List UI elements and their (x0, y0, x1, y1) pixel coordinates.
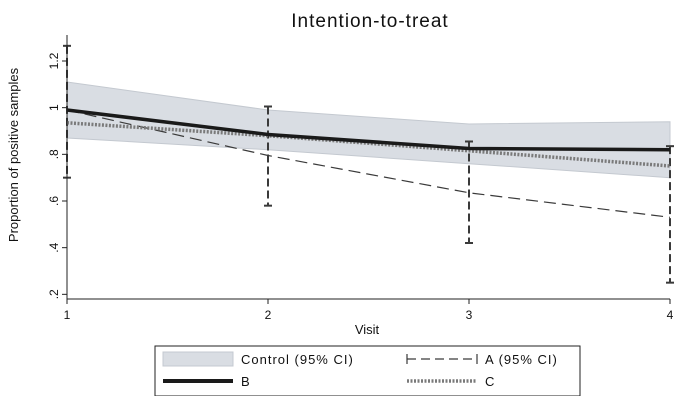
legend: Control (95% CI) A (95% CI) B C (154, 345, 581, 396)
axes: .2 .4 .6 .8 1 1.2 1 2 3 4 (47, 35, 674, 322)
x-tick-label: 4 (667, 308, 674, 322)
chart-title: Intention-to-treat (291, 11, 448, 32)
y-tick-label: 1 (47, 104, 61, 111)
series-b-line (66, 108, 671, 152)
legend-label-control: Control (95% CI) (241, 352, 354, 367)
series-a-errorbar-4 (666, 145, 674, 284)
y-tick-label: .8 (47, 149, 61, 159)
series-a-errorbar-3 (465, 140, 473, 244)
control-ci-band (66, 81, 671, 179)
legend-swatch-control (162, 351, 234, 367)
y-tick-label: 1.2 (47, 52, 61, 69)
legend-label-b: B (241, 374, 250, 389)
x-tick-label: 1 (64, 308, 71, 322)
series-a-line (66, 109, 671, 218)
y-axis-label: Proportion of positive samples (6, 67, 21, 242)
x-tick-label: 3 (466, 308, 473, 322)
y-tick-label: .6 (47, 196, 61, 206)
legend-label-a: A (95% CI) (485, 352, 558, 367)
legend-swatch-a (406, 354, 478, 364)
plot-area (63, 44, 674, 284)
legend-label-c: C (485, 374, 494, 389)
series-a-errorbar-2 (264, 105, 272, 207)
x-axis-label: Visit (355, 322, 380, 337)
x-tick-label: 2 (265, 308, 272, 322)
y-tick-label: .4 (47, 242, 61, 252)
y-tick-label: .2 (47, 289, 61, 299)
